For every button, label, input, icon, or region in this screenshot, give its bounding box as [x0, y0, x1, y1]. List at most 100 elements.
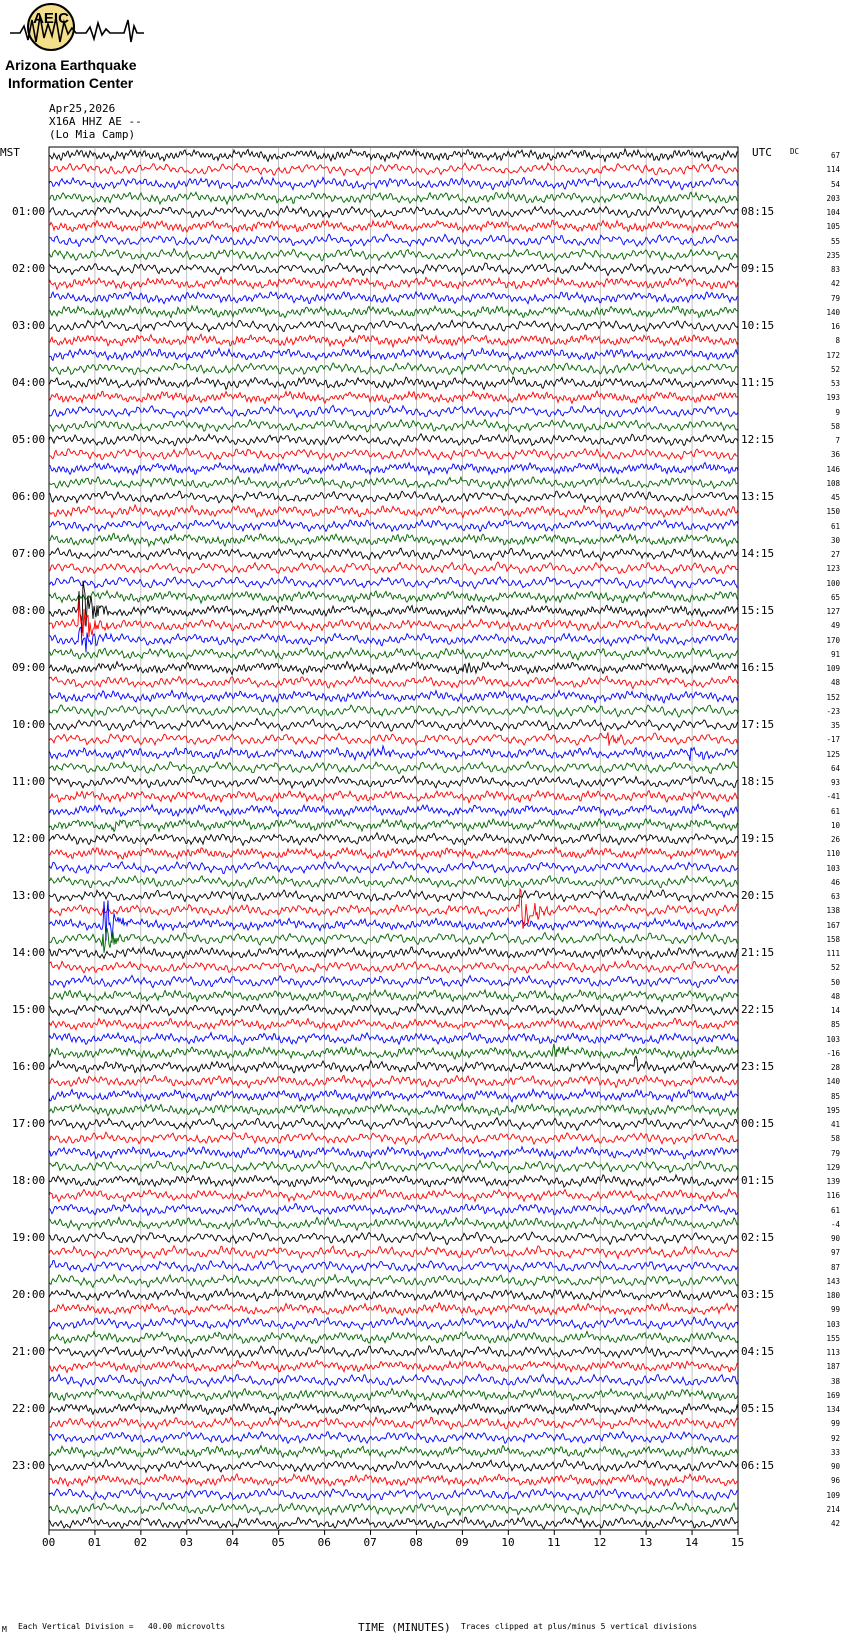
dc-offset-label: 58	[830, 1134, 840, 1144]
x-tick-label: 07	[363, 1536, 377, 1549]
dc-offset-label: 50	[830, 977, 840, 987]
utc-hour-label: 10:15	[741, 319, 775, 332]
mst-hour-label: 14:00	[12, 946, 46, 959]
dc-offset-label: 46	[830, 877, 840, 887]
mst-hour-label: 04:00	[12, 376, 46, 389]
trace-row	[48, 275, 739, 291]
dc-offset-label: 140	[826, 1077, 840, 1087]
dc-offset-label: 61	[830, 1205, 840, 1215]
trace-row	[48, 888, 739, 903]
utc-hour-label: 03:15	[741, 1288, 775, 1301]
dc-offset-label: 195	[826, 1105, 840, 1115]
trace-row	[48, 319, 739, 334]
dc-offset-label: 129	[826, 1162, 840, 1172]
trace-row	[48, 732, 739, 747]
dc-offset-label: 28	[830, 1063, 840, 1072]
dc-offset-label: 83	[830, 265, 840, 274]
mst-hour-label: 17:00	[12, 1117, 46, 1130]
dc-offset-label: 193	[826, 393, 840, 403]
dc-offset-label: 61	[830, 806, 840, 816]
x-tick-label: 13	[639, 1536, 653, 1549]
utc-axis-label: UTC	[752, 146, 772, 159]
trace-row	[48, 744, 739, 762]
dc-offset-label: 65	[830, 592, 840, 602]
trace-row	[49, 1458, 739, 1474]
mst-hour-label: 15:00	[12, 1003, 46, 1016]
trace-row	[48, 1159, 739, 1174]
x-tick-label: 05	[271, 1536, 285, 1549]
trace-row	[48, 1102, 739, 1118]
trace-row	[48, 760, 739, 775]
trace-row	[48, 874, 739, 889]
dc-offset-label: 26	[830, 835, 840, 844]
trace-row	[48, 660, 739, 676]
dc-offset-label: 105	[826, 222, 840, 232]
trace-row	[48, 803, 739, 819]
utc-hour-label: 23:15	[741, 1060, 775, 1073]
trace-row	[48, 1116, 739, 1131]
trace-row	[48, 1231, 739, 1246]
trace-row	[48, 1002, 739, 1017]
utc-hour-label: 12:15	[741, 433, 775, 446]
trace-row	[48, 1501, 739, 1517]
dc-offset-label: 67	[830, 151, 840, 160]
trace-row	[48, 261, 739, 277]
dc-offset-label: 155	[826, 1333, 840, 1343]
x-tick-label: 00	[42, 1536, 56, 1549]
utc-hour-label: 22:15	[741, 1003, 775, 1016]
dc-offset-label: 123	[826, 564, 840, 574]
dc-offset-label: 27	[830, 550, 840, 559]
trace-row	[48, 789, 739, 805]
dc-offset-label: 110	[826, 849, 840, 859]
trace-row	[48, 575, 739, 590]
scale-note: Each Vertical Division = 40.00 microvolt…	[18, 1622, 226, 1631]
mst-hour-label: 05:00	[12, 433, 46, 446]
header-station: X16A HHZ AE --	[49, 115, 142, 128]
trace-row	[48, 675, 739, 690]
trace-row	[48, 1131, 739, 1146]
mst-hour-label: 01:00	[12, 205, 46, 218]
trace-row	[48, 1330, 739, 1345]
x-tick-label: 09	[455, 1536, 469, 1549]
utc-hour-label: 00:15	[741, 1117, 775, 1130]
x-tick-label: 11	[547, 1536, 561, 1549]
trace-row	[48, 1017, 739, 1032]
trace-row	[48, 860, 739, 875]
dc-offset-label: 214	[826, 1504, 840, 1514]
trace-row	[48, 818, 739, 833]
x-tick-label: 12	[593, 1536, 607, 1549]
utc-hour-label: 14:15	[741, 547, 775, 560]
mst-hour-label: 23:00	[12, 1459, 46, 1472]
trace-row	[48, 447, 739, 462]
dc-offset-label: 109	[826, 1490, 840, 1500]
dc-offset-label: 152	[826, 692, 840, 702]
dc-offset-label: 85	[830, 1020, 840, 1030]
dc-offset-label: 8	[835, 336, 840, 346]
dc-offset-label: 111	[826, 949, 840, 958]
dc-offset-label: 42	[830, 1519, 840, 1528]
trace-row	[48, 1444, 739, 1459]
dc-offset-label: 9	[835, 407, 840, 417]
utc-hour-label: 16:15	[741, 661, 775, 674]
dc-offset-label: 140	[826, 307, 840, 317]
dc-offset-label: 158	[826, 934, 840, 944]
dc-offset-label: 14	[830, 1006, 840, 1015]
trace-row	[48, 1055, 739, 1075]
mst-hour-label: 06:00	[12, 490, 46, 503]
mst-hour-label: 08:00	[12, 604, 46, 617]
trace-row	[48, 1043, 739, 1061]
dc-offset-label: 87	[830, 1262, 840, 1272]
trace-row	[48, 1430, 739, 1445]
mst-hour-label: 12:00	[12, 832, 46, 845]
header-site: (Lo Mia Camp)	[49, 128, 136, 141]
utc-hour-label: 13:15	[741, 490, 775, 503]
x-tick-label: 08	[409, 1536, 423, 1549]
mst-hour-label: 20:00	[12, 1288, 46, 1301]
dc-offset-label: 61	[830, 521, 840, 531]
trace-row	[48, 490, 739, 504]
mst-hour-label: 07:00	[12, 547, 46, 560]
trace-row	[48, 580, 739, 633]
dc-offset-label: -41	[826, 792, 840, 802]
mst-hour-label: 16:00	[12, 1060, 46, 1073]
dc-offset-label: 90	[830, 1462, 840, 1471]
